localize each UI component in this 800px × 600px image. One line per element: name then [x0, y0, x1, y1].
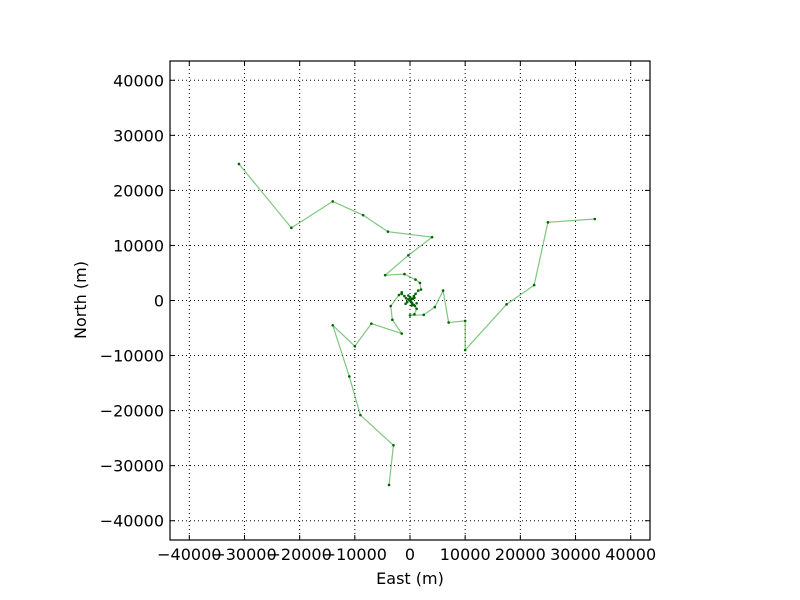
data-point: [386, 230, 390, 233]
data-point: [407, 298, 411, 301]
data-point: [408, 314, 412, 317]
data-point: [414, 278, 417, 281]
y-tick-label: 40000: [113, 71, 164, 90]
data-point: [397, 293, 401, 297]
data-point: [546, 221, 550, 224]
x-tick-label: −10000: [323, 545, 387, 564]
data-point: [416, 289, 420, 292]
series-line: [409, 218, 595, 352]
ticks: [170, 61, 650, 540]
data-point: [463, 348, 467, 352]
data-point: [408, 295, 412, 299]
x-axis-label: East (m): [376, 569, 444, 588]
y-tick-label: −10000: [100, 347, 164, 366]
data-point: [389, 304, 392, 308]
data-point: [413, 296, 416, 300]
y-tick-label: −20000: [100, 402, 164, 421]
data-point: [404, 302, 407, 306]
data-point: [290, 226, 293, 230]
data-point: [403, 272, 406, 276]
data-point: [441, 289, 445, 292]
data-point: [237, 162, 241, 166]
x-tick-label: −20000: [267, 545, 331, 564]
data-point: [361, 213, 365, 217]
x-tick-label: 10000: [440, 545, 491, 564]
data-point: [418, 281, 422, 285]
data-point: [407, 254, 410, 257]
data-point: [593, 217, 597, 221]
data-point: [532, 283, 536, 287]
plot-area: [237, 162, 597, 487]
y-tick-label: −30000: [100, 457, 164, 476]
data-point: [392, 444, 395, 447]
y-axis-label: North (m): [71, 261, 90, 339]
data-point: [383, 273, 387, 277]
y-tick-label: 0: [154, 292, 164, 311]
data-point: [391, 318, 394, 322]
x-tick-label: 0: [405, 545, 415, 564]
data-point: [400, 290, 404, 294]
data-point: [331, 323, 335, 327]
y-tick-label: 20000: [113, 181, 164, 200]
data-point: [400, 332, 404, 335]
data-point: [353, 344, 357, 348]
series-line: [238, 163, 434, 301]
data-point: [415, 307, 418, 311]
y-tick-label: 10000: [113, 236, 164, 255]
data-point: [422, 313, 426, 317]
data-point: [405, 300, 409, 304]
x-tick-label: 20000: [495, 545, 546, 564]
data-point: [410, 304, 413, 307]
data-point: [433, 305, 437, 309]
x-tick-label: 40000: [605, 545, 656, 564]
y-tick-label: 30000: [113, 126, 164, 145]
x-tick-label: 30000: [550, 545, 601, 564]
series-arm-east: [408, 217, 597, 352]
data-point: [359, 413, 362, 417]
data-point: [387, 483, 391, 487]
data-point: [413, 304, 417, 308]
data-point: [414, 292, 417, 296]
data-point: [413, 312, 416, 316]
y-tick-label: −40000: [100, 512, 164, 531]
x-tick-label: −30000: [212, 545, 276, 564]
series-line: [332, 290, 411, 486]
data-point: [505, 303, 508, 306]
series-arm-north-west: [237, 162, 434, 302]
data-point: [331, 200, 335, 203]
y-tick-labels: −40000 −30000 −20000 −10000 0 10000 20000 30000…: [100, 71, 164, 530]
data-point: [370, 322, 373, 325]
data-point: [463, 319, 467, 323]
x-tick-labels: −40000−30000−20000−10000 0 10000 20000 30000…: [157, 545, 656, 564]
series-core: [404, 294, 418, 307]
data-point: [415, 301, 418, 305]
x-tick-label: −40000: [157, 545, 221, 564]
data-point: [447, 321, 450, 324]
data-point: [409, 300, 413, 303]
data-point: [403, 294, 406, 298]
data-point: [407, 294, 410, 297]
data-point: [419, 288, 423, 291]
data-point: [404, 296, 408, 300]
data-point: [430, 235, 434, 239]
series-arm-south-west: [331, 290, 412, 487]
data-point: [348, 375, 351, 378]
